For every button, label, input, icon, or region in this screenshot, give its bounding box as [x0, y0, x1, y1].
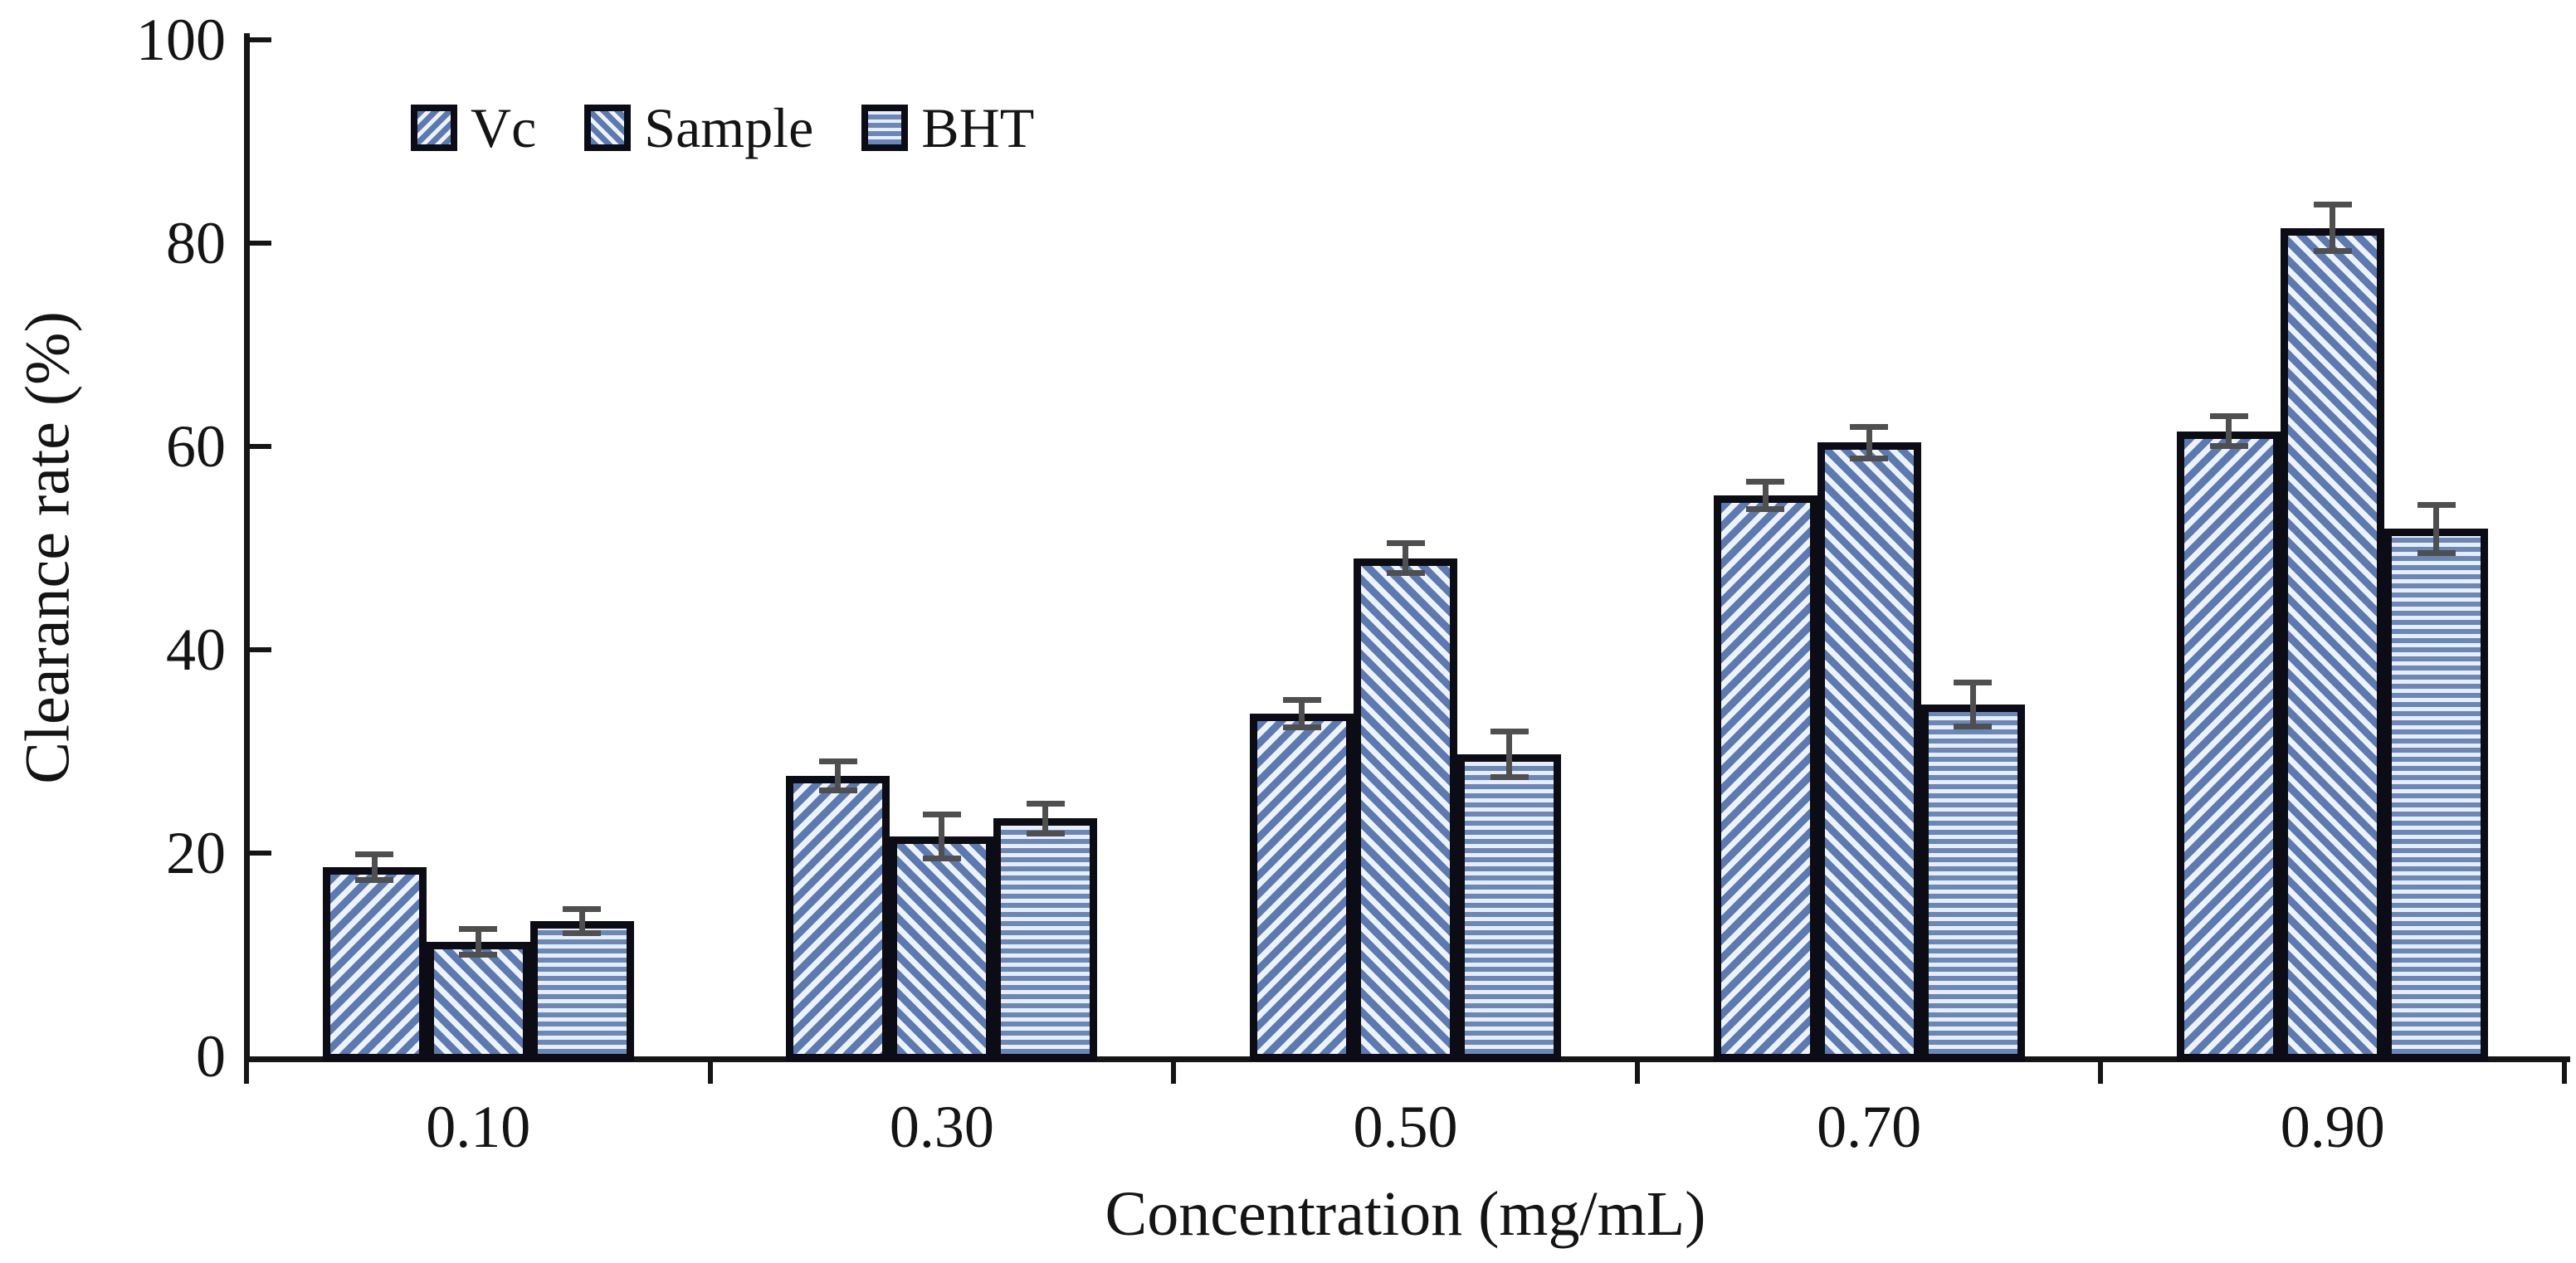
- error-bar-cap-top: [1954, 680, 1993, 686]
- x-tick-mark: [2562, 1062, 2567, 1084]
- y-tick-mark: [250, 851, 271, 856]
- horizontal-lines-icon: [861, 105, 909, 151]
- bar-sample-0.50: [1354, 558, 1457, 1061]
- error-bar-stem: [2330, 204, 2336, 251]
- x-tick-label: 0.90: [2280, 1094, 2385, 1160]
- error-bar-cap-bottom: [818, 788, 857, 794]
- legend-label-bht: BHT: [921, 96, 1035, 159]
- legend-item-bht: BHT: [861, 96, 1035, 159]
- error-bar-stem: [2433, 504, 2440, 553]
- error-bar-cap-top: [2417, 501, 2456, 508]
- x-tick-label: 0.70: [1817, 1094, 1922, 1160]
- error-bar-cap-top: [355, 851, 394, 858]
- error-bar-cap-top: [1386, 540, 1425, 547]
- error-bar-cap-bottom: [1954, 724, 1993, 730]
- error-bar-cap-bottom: [1850, 455, 1889, 461]
- error-bar-cap-bottom: [563, 929, 602, 936]
- error-bar-cap-top: [459, 925, 498, 932]
- y-tick-mark: [250, 444, 271, 449]
- bar-vc-0.70: [1713, 495, 1817, 1061]
- y-axis-line: [244, 33, 250, 1062]
- error-bar-cap-top: [563, 906, 602, 913]
- diagonal-back-icon: [584, 105, 632, 151]
- error-bar-cap-bottom: [459, 951, 498, 958]
- bar-bht-0.10: [529, 921, 634, 1061]
- legend-label-sample: Sample: [644, 96, 814, 159]
- error-bar-cap-top: [2313, 202, 2352, 208]
- error-bar-cap-top: [1026, 800, 1065, 807]
- error-bar-stem: [939, 814, 945, 860]
- error-bar-stem: [1299, 700, 1305, 729]
- legend-label-vc: Vc: [471, 96, 537, 159]
- bar-bht-0.30: [993, 818, 1098, 1061]
- error-bar-cap-bottom: [1282, 724, 1321, 731]
- error-bar-cap-bottom: [2313, 247, 2352, 254]
- error-bar-stem: [1042, 802, 1049, 834]
- error-bar-cap-bottom: [355, 877, 394, 884]
- bar-vc-0.10: [322, 867, 427, 1061]
- diagonal-forward-icon: [411, 105, 457, 151]
- bar-sample-0.10: [426, 941, 530, 1061]
- error-bar-cap-top: [818, 758, 857, 764]
- x-tick-label: 0.30: [889, 1094, 994, 1160]
- y-tick-mark: [250, 241, 271, 246]
- error-bar-cap-bottom: [922, 856, 961, 862]
- bar-vc-0.90: [2177, 431, 2281, 1061]
- y-tick-label: 100: [136, 7, 226, 73]
- bar-vc-0.50: [1250, 714, 1354, 1061]
- y-tick-label: 20: [166, 820, 226, 886]
- error-bar-cap-top: [1746, 478, 1785, 485]
- error-bar-cap-bottom: [2417, 549, 2456, 556]
- legend: Vc Sample BHT: [411, 96, 1035, 159]
- error-bar-stem: [475, 928, 481, 955]
- x-tick-label: 0.50: [1353, 1094, 1458, 1160]
- x-tick-label: 0.10: [426, 1094, 531, 1160]
- error-bar-stem: [1403, 543, 1408, 574]
- bar-bht-0.70: [1920, 705, 2025, 1061]
- error-bar-stem: [371, 854, 378, 881]
- x-tick-mark: [244, 1062, 249, 1084]
- y-tick-mark: [250, 647, 271, 652]
- y-tick-label: 80: [166, 210, 226, 276]
- x-tick-mark: [2098, 1062, 2104, 1084]
- error-bar-stem: [1506, 731, 1512, 778]
- error-bar-cap-top: [922, 812, 961, 818]
- y-tick-mark: [250, 37, 271, 42]
- error-bar-cap-top: [1490, 729, 1529, 734]
- y-tick-label: 40: [166, 617, 226, 683]
- x-tick-mark: [1171, 1062, 1177, 1084]
- legend-item-vc: Vc: [411, 96, 537, 159]
- y-tick-label: 0: [196, 1023, 226, 1090]
- x-tick-mark: [707, 1062, 713, 1084]
- error-bar-stem: [2226, 416, 2232, 446]
- error-bar-cap-bottom: [1746, 505, 1785, 512]
- bar-bht-0.90: [2384, 529, 2489, 1061]
- error-bar-cap-top: [1850, 423, 1889, 430]
- legend-item-sample: Sample: [584, 96, 814, 159]
- error-bar-cap-bottom: [1386, 570, 1425, 577]
- error-bar-cap-bottom: [1490, 774, 1529, 781]
- error-bar-stem: [1969, 682, 1976, 728]
- error-bar-cap-top: [2209, 413, 2248, 420]
- x-axis-title: Concentration (mg/mL): [1105, 1179, 1706, 1249]
- bar-vc-0.30: [786, 775, 890, 1061]
- bar-sample-0.30: [890, 836, 994, 1061]
- bar-sample-0.70: [1817, 442, 1921, 1061]
- y-tick-label: 60: [166, 413, 226, 480]
- error-bar-cap-bottom: [2209, 443, 2248, 449]
- x-tick-mark: [1634, 1062, 1640, 1084]
- error-bar-cap-bottom: [1026, 830, 1065, 836]
- error-bar-stem: [1866, 426, 1872, 459]
- bar-sample-0.90: [2281, 227, 2385, 1061]
- error-bar-stem: [835, 760, 842, 792]
- bar-bht-0.50: [1457, 754, 1561, 1061]
- error-bar-cap-top: [1282, 697, 1321, 704]
- error-bar-stem: [1762, 480, 1769, 510]
- y-axis-title: Clearance rate (%): [12, 311, 83, 784]
- error-bar-stem: [578, 909, 585, 934]
